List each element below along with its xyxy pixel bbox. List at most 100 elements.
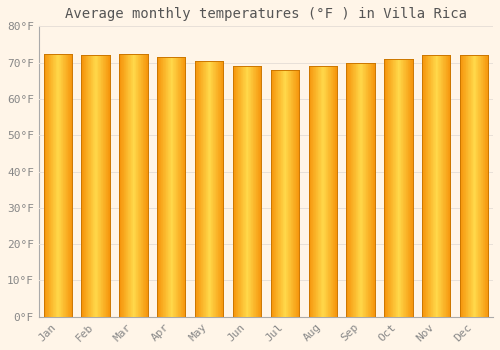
Bar [353, 63, 354, 317]
Bar [170, 57, 172, 317]
Bar [330, 66, 332, 317]
Bar [277, 70, 278, 317]
Bar [146, 54, 147, 317]
Bar [209, 61, 210, 317]
Bar [70, 54, 72, 317]
Bar [142, 54, 143, 317]
Bar [248, 66, 250, 317]
Bar [411, 59, 412, 317]
Bar [90, 55, 91, 317]
Bar [396, 59, 397, 317]
Bar [389, 59, 390, 317]
Bar [237, 66, 238, 317]
Bar [280, 70, 281, 317]
Bar [407, 59, 408, 317]
Bar [65, 54, 66, 317]
Bar [362, 63, 363, 317]
Bar [176, 57, 177, 317]
Bar [250, 66, 252, 317]
Bar [317, 66, 318, 317]
Bar [310, 66, 311, 317]
Bar [445, 55, 446, 317]
Bar [438, 55, 440, 317]
Bar [437, 55, 438, 317]
Bar [397, 59, 398, 317]
Bar [289, 70, 290, 317]
Bar [212, 61, 213, 317]
Bar [423, 55, 424, 317]
Bar [384, 59, 385, 317]
Bar [334, 66, 335, 317]
Bar [238, 66, 240, 317]
Bar [402, 59, 403, 317]
Bar [400, 59, 402, 317]
Bar [58, 54, 59, 317]
Bar [270, 70, 272, 317]
Bar [354, 63, 355, 317]
Bar [52, 54, 53, 317]
Bar [144, 54, 145, 317]
Bar [430, 55, 432, 317]
Bar [309, 66, 310, 317]
Bar [55, 54, 56, 317]
Bar [145, 54, 146, 317]
Bar [199, 61, 200, 317]
Bar [164, 57, 165, 317]
Bar [467, 55, 468, 317]
Bar [240, 66, 241, 317]
Bar [130, 54, 131, 317]
Bar [122, 54, 123, 317]
Bar [390, 59, 391, 317]
Bar [210, 61, 211, 317]
Bar [62, 54, 64, 317]
Bar [484, 55, 485, 317]
Bar [185, 57, 186, 317]
Bar [367, 63, 368, 317]
Bar [356, 63, 357, 317]
Bar [206, 61, 207, 317]
Bar [85, 55, 86, 317]
Bar [329, 66, 330, 317]
Bar [179, 57, 180, 317]
Bar [48, 54, 50, 317]
Bar [463, 55, 464, 317]
Bar [278, 70, 280, 317]
Bar [441, 55, 442, 317]
Bar [172, 57, 173, 317]
Bar [470, 55, 472, 317]
Bar [322, 66, 323, 317]
Bar [327, 66, 328, 317]
Bar [96, 55, 97, 317]
Bar [392, 59, 393, 317]
Bar [390, 59, 392, 317]
Bar [207, 61, 208, 317]
Bar [425, 55, 426, 317]
Bar [168, 57, 170, 317]
Bar [482, 55, 484, 317]
Bar [157, 57, 158, 317]
Bar [426, 55, 427, 317]
Bar [90, 55, 92, 317]
Bar [357, 63, 358, 317]
Bar [432, 55, 433, 317]
Bar [358, 63, 360, 317]
Bar [89, 55, 90, 317]
Bar [233, 66, 234, 317]
Bar [126, 54, 127, 317]
Bar [430, 55, 431, 317]
Bar [350, 63, 352, 317]
Bar [274, 70, 275, 317]
Bar [204, 61, 205, 317]
Bar [291, 70, 292, 317]
Bar [175, 57, 176, 317]
Bar [324, 66, 325, 317]
Bar [332, 66, 333, 317]
Bar [106, 55, 107, 317]
Bar [244, 66, 245, 317]
Bar [485, 55, 486, 317]
Bar [410, 59, 412, 317]
Bar [159, 57, 160, 317]
Bar [257, 66, 258, 317]
Bar [200, 61, 201, 317]
Bar [320, 66, 321, 317]
